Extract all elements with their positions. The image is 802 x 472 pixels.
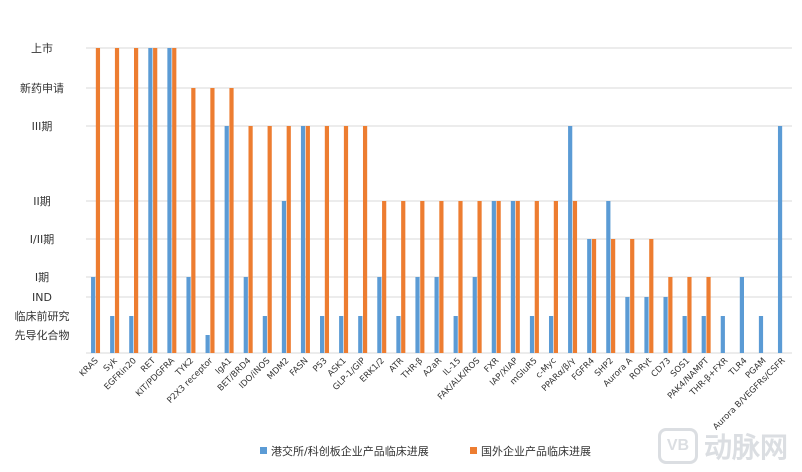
bar-foreign xyxy=(706,277,711,353)
x-tick-label: FASN xyxy=(288,356,310,378)
watermark-text: 动脉网 xyxy=(703,431,788,464)
bar-foreign xyxy=(267,126,272,353)
bar-domestic xyxy=(625,297,630,353)
bar-foreign xyxy=(343,126,349,353)
bar-foreign xyxy=(515,201,520,353)
bar-foreign xyxy=(401,201,406,353)
bar-foreign xyxy=(496,201,501,353)
x-tick-label: RORγt xyxy=(628,356,655,383)
bar-domestic xyxy=(529,316,535,353)
y-tick-label: IND xyxy=(32,291,52,304)
bar-domestic xyxy=(587,239,592,353)
bar-domestic xyxy=(510,201,516,353)
y-tick-label: I/II期 xyxy=(30,233,54,246)
bar-domestic xyxy=(186,277,191,353)
bar-domestic xyxy=(453,316,458,353)
legend-swatch xyxy=(260,447,267,454)
bar-domestic xyxy=(358,316,363,353)
bar-domestic xyxy=(739,277,744,353)
bar-domestic xyxy=(205,335,210,353)
bar-domestic xyxy=(262,316,267,353)
bar-foreign xyxy=(611,239,616,353)
bar-foreign xyxy=(458,201,463,353)
bar-domestic xyxy=(720,316,725,353)
legend-label: 港交所/科创板企业产品临床进展 xyxy=(271,444,429,458)
legend-label: 国外企业产品临床进展 xyxy=(481,444,591,458)
bars xyxy=(91,48,783,353)
y-tick-label: 先导化合物 xyxy=(15,328,70,342)
bar-domestic xyxy=(91,277,96,353)
y-tick-label: I期 xyxy=(35,271,49,284)
bar-domestic xyxy=(663,297,668,353)
bar-domestic xyxy=(606,201,611,353)
bar-foreign xyxy=(229,88,234,353)
bar-foreign xyxy=(305,126,310,353)
y-tick-label: II期 xyxy=(33,195,51,208)
x-tick-label: A2aR xyxy=(421,356,444,379)
legend: 港交所/科创板企业产品临床进展 国外企业产品临床进展 xyxy=(260,444,591,458)
bar-domestic xyxy=(682,316,687,353)
x-tick-label: CD73 xyxy=(650,356,674,380)
bar-foreign xyxy=(210,88,215,353)
bar-domestic xyxy=(472,277,477,353)
bar-foreign xyxy=(572,201,578,353)
legend-swatch xyxy=(470,447,477,454)
bar-domestic xyxy=(243,277,248,353)
bar-domestic xyxy=(548,316,554,353)
bar-foreign xyxy=(95,48,101,353)
bar-domestic xyxy=(320,316,325,353)
bar-domestic xyxy=(491,201,496,353)
y-tick-label: 新药申请 xyxy=(20,81,64,95)
bar-foreign xyxy=(114,48,120,353)
y-tick-label: 临床前研究 xyxy=(15,309,70,323)
watermark: VB 动脉网 xyxy=(657,426,788,466)
x-tick-label: KRAS xyxy=(78,356,101,379)
bar-domestic xyxy=(415,277,420,353)
bar-foreign xyxy=(591,239,597,353)
bar-foreign xyxy=(134,48,139,353)
y-axis-tick-labels: 先导化合物 临床前研究 IND I期 I/II期 II期 III期 新药申请 上市 xyxy=(15,41,70,342)
watermark-logo: VB xyxy=(657,428,698,464)
bar-domestic xyxy=(701,316,706,353)
bar-domestic xyxy=(758,316,764,353)
bar-foreign xyxy=(534,201,539,353)
bar-domestic xyxy=(148,48,153,353)
bar-domestic xyxy=(396,316,401,353)
x-tick-label: THR-β xyxy=(399,356,425,382)
bar-foreign xyxy=(687,277,692,353)
bar-foreign xyxy=(191,88,196,353)
bar-foreign xyxy=(362,126,368,353)
x-tick-label: MDM2 xyxy=(266,356,292,382)
bar-foreign xyxy=(153,48,158,353)
bar-domestic xyxy=(224,126,229,353)
y-tick-label: III期 xyxy=(32,120,53,133)
bar-foreign xyxy=(286,126,291,353)
gridlines xyxy=(86,47,792,354)
bar-domestic xyxy=(167,48,172,353)
bar-foreign xyxy=(420,201,425,353)
bar-domestic xyxy=(110,316,115,353)
y-tick-label: 上市 xyxy=(31,41,53,55)
bar-domestic xyxy=(568,126,573,353)
bar-foreign xyxy=(172,48,177,353)
bar-foreign xyxy=(248,126,253,353)
bar-foreign xyxy=(382,201,387,353)
bar-domestic xyxy=(644,297,649,353)
bar-foreign xyxy=(630,239,635,353)
bar-foreign xyxy=(477,201,482,353)
bar-foreign xyxy=(324,126,330,353)
bar-foreign xyxy=(553,201,558,353)
bar-foreign xyxy=(668,277,673,353)
bar-domestic xyxy=(777,126,783,353)
bar-domestic xyxy=(300,126,306,353)
bar-domestic xyxy=(434,277,439,353)
bar-foreign xyxy=(649,239,654,353)
bar-domestic xyxy=(129,316,134,353)
bar-domestic xyxy=(377,277,382,353)
bar-foreign xyxy=(439,201,444,353)
bar-domestic xyxy=(281,201,287,353)
bar-domestic xyxy=(339,316,344,353)
